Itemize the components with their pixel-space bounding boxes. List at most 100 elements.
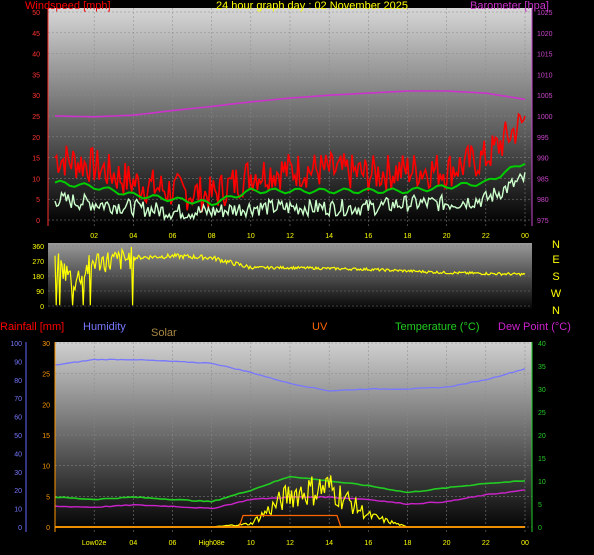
temperature-tick-label: 30 bbox=[538, 387, 546, 394]
temperature-tick-label: 15 bbox=[538, 456, 546, 463]
barometer-tick-label: 1015 bbox=[537, 52, 553, 59]
barometer-tick-label: 1000 bbox=[537, 114, 553, 121]
rain-tick-label: 10 bbox=[42, 464, 50, 471]
wind-time-tick-label: 16 bbox=[364, 233, 372, 240]
rain-tick-label: 30 bbox=[42, 341, 50, 348]
wind-time-tick-label: 00 bbox=[521, 233, 529, 240]
wind-time-tick-label: 18 bbox=[404, 233, 412, 240]
barometer-tick-label: 985 bbox=[537, 176, 549, 183]
graph-title: 24 hour graph day : 02 November 2025 bbox=[216, 0, 408, 12]
compass-n-top: N bbox=[552, 239, 560, 251]
windspeed-tick-label: 10 bbox=[32, 176, 40, 183]
wind-time-tick-label: 02 bbox=[90, 233, 98, 240]
conditions-time-tick-label: 04 bbox=[129, 540, 137, 547]
wind-time-tick-label: 20 bbox=[443, 233, 451, 240]
windspeed-line bbox=[54, 112, 526, 213]
rainfall-axis-title: Rainfall [mm] bbox=[0, 321, 64, 333]
temperature-axis-title: Temperature (°C) bbox=[395, 321, 479, 333]
windspeed-tick-label: 20 bbox=[32, 135, 40, 142]
conditions-time-tick-label: 10 bbox=[247, 540, 255, 547]
direction-tick-label: 90 bbox=[36, 289, 44, 296]
barometer-tick-label: 990 bbox=[537, 156, 549, 163]
temperature-tick-label: 10 bbox=[538, 479, 546, 486]
temperature-tick-label: 40 bbox=[538, 341, 546, 348]
wind-time-tick-label: 10 bbox=[247, 233, 255, 240]
windspeed-tick-label: 40 bbox=[32, 52, 40, 59]
conditions-time-tick-label: 00 bbox=[521, 540, 529, 547]
humidity-tick-label: 30 bbox=[14, 470, 22, 477]
humidity-tick-label: 40 bbox=[14, 451, 22, 458]
direction-tick-label: 180 bbox=[32, 274, 44, 281]
temperature-tick-label: 35 bbox=[538, 364, 546, 371]
windspeed-tick-label: 25 bbox=[32, 114, 40, 121]
wind-time-tick-label: 04 bbox=[129, 233, 137, 240]
humidity-tick-label: 10 bbox=[14, 507, 22, 514]
rain-tick-label: 5 bbox=[46, 494, 50, 501]
rain-tick-label: 0 bbox=[46, 525, 50, 532]
humidity-tick-label: 80 bbox=[14, 378, 22, 385]
barometer-tick-label: 1025 bbox=[537, 10, 553, 17]
conditions-time-tick-label: High08e bbox=[199, 540, 225, 547]
windspeed-tick-label: 35 bbox=[32, 72, 40, 79]
barometer-tick-label: 975 bbox=[537, 218, 549, 225]
dewpoint-axis-title: Dew Point (°C) bbox=[498, 321, 571, 333]
windspeed-tick-label: 5 bbox=[36, 197, 40, 204]
barometer-tick-label: 1005 bbox=[537, 93, 553, 100]
conditions-time-tick-label: 06 bbox=[169, 540, 177, 547]
conditions-time-tick-label: Low02e bbox=[82, 540, 107, 547]
compass-e: W bbox=[551, 288, 562, 300]
compass-w: E bbox=[552, 254, 559, 266]
direction-tick-label: 270 bbox=[32, 259, 44, 266]
humidity-line bbox=[54, 358, 526, 392]
wind-time-tick-label: 14 bbox=[325, 233, 333, 240]
rain-tick-label: 20 bbox=[42, 402, 50, 409]
windspeed-axis-title: Windspeed [mph] bbox=[25, 0, 111, 12]
windspeed-tick-label: 45 bbox=[32, 31, 40, 38]
wind-direction-line bbox=[54, 246, 526, 306]
humidity-tick-label: 90 bbox=[14, 359, 22, 366]
humidity-tick-label: 20 bbox=[14, 488, 22, 495]
barometer-axis-title: Barometer [hpa] bbox=[470, 0, 549, 12]
barometer-tick-label: 995 bbox=[537, 135, 549, 142]
temperature-tick-label: 5 bbox=[538, 502, 542, 509]
humidity-tick-label: 100 bbox=[10, 341, 22, 348]
barometer-tick-label: 980 bbox=[537, 197, 549, 204]
dewpoint-line bbox=[54, 489, 526, 510]
temperature-tick-label: 25 bbox=[538, 410, 546, 417]
solar-axis-title: Solar bbox=[151, 327, 177, 339]
windspeed-tick-label: 50 bbox=[32, 10, 40, 17]
humidity-axis-title: Humidity bbox=[83, 321, 126, 333]
conditions-time-tick-label: 22 bbox=[482, 540, 490, 547]
direction-tick-label: 360 bbox=[32, 244, 44, 251]
wind-time-tick-label: 06 bbox=[169, 233, 177, 240]
windspeed-tick-label: 30 bbox=[32, 93, 40, 100]
wind-time-tick-label: 12 bbox=[286, 233, 294, 240]
windspeed-tick-label: 15 bbox=[32, 156, 40, 163]
wind-average-line bbox=[54, 162, 526, 207]
uv-axis-title: UV bbox=[312, 321, 328, 333]
windspeed-tick-label: 0 bbox=[36, 218, 40, 225]
temperature-line bbox=[54, 475, 526, 503]
conditions-time-tick-label: 12 bbox=[286, 540, 294, 547]
barometer-tick-label: 1010 bbox=[537, 72, 553, 79]
direction-tick-label: 0 bbox=[40, 304, 44, 311]
wind-lull-line bbox=[54, 172, 526, 222]
barometer-line bbox=[54, 90, 526, 118]
wind-time-tick-label: 22 bbox=[482, 233, 490, 240]
humidity-tick-label: 0 bbox=[18, 525, 22, 532]
humidity-tick-label: 70 bbox=[14, 396, 22, 403]
wind-time-tick-label: 08 bbox=[208, 233, 216, 240]
barometer-tick-label: 1020 bbox=[537, 31, 553, 38]
humidity-tick-label: 50 bbox=[14, 433, 22, 440]
compass-n-bottom: N bbox=[552, 305, 560, 317]
rain-tick-label: 15 bbox=[42, 433, 50, 440]
conditions-time-tick-label: 16 bbox=[364, 540, 372, 547]
temperature-tick-label: 0 bbox=[538, 525, 542, 532]
compass-s: S bbox=[552, 271, 559, 283]
conditions-time-tick-label: 20 bbox=[443, 540, 451, 547]
temperature-tick-label: 20 bbox=[538, 433, 546, 440]
humidity-tick-label: 60 bbox=[14, 415, 22, 422]
conditions-time-tick-label: 18 bbox=[404, 540, 412, 547]
rain-tick-label: 25 bbox=[42, 372, 50, 379]
